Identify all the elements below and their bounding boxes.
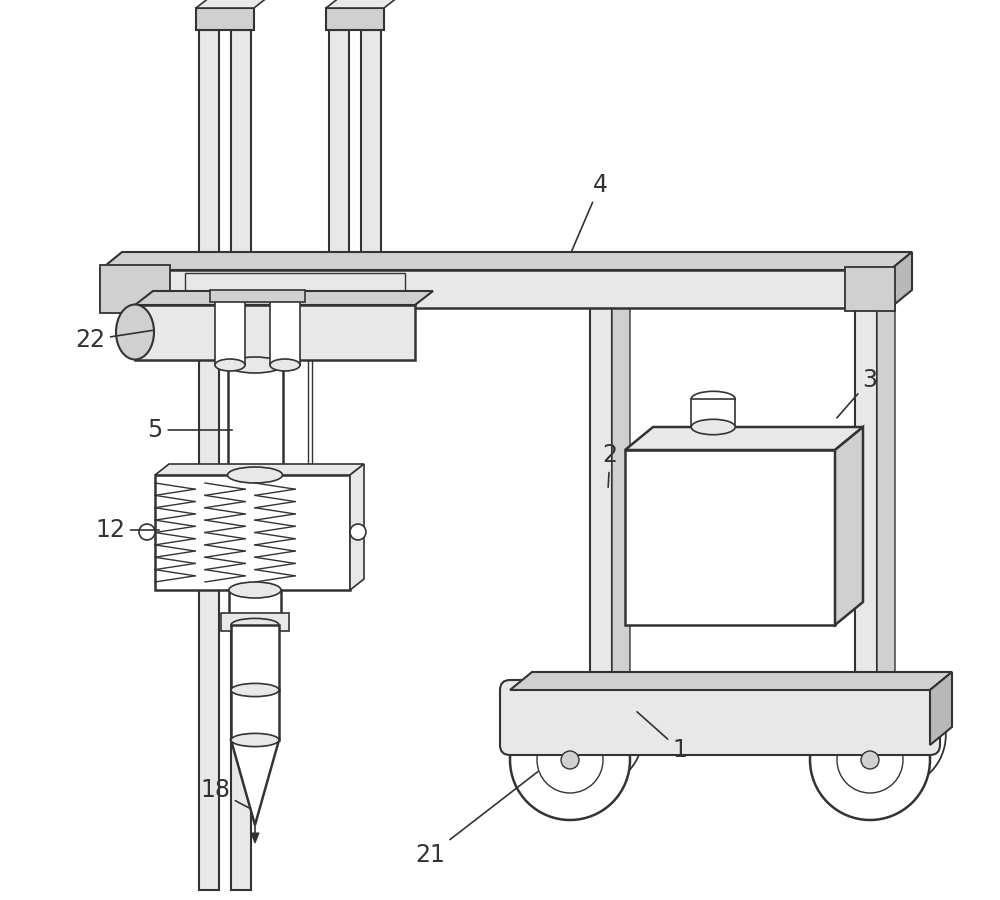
Ellipse shape: [229, 582, 281, 598]
Polygon shape: [326, 0, 398, 8]
Ellipse shape: [231, 618, 279, 632]
Ellipse shape: [215, 359, 245, 371]
Ellipse shape: [270, 359, 300, 371]
Bar: [855, 270, 877, 690]
Polygon shape: [877, 255, 895, 690]
Text: 12: 12: [95, 518, 159, 542]
Circle shape: [510, 700, 630, 820]
Ellipse shape: [691, 392, 735, 407]
Text: 2: 2: [602, 443, 618, 487]
Bar: [231, 30, 251, 890]
Text: 1: 1: [637, 712, 687, 762]
Bar: [210, 290, 305, 302]
Circle shape: [537, 727, 603, 793]
Polygon shape: [510, 672, 952, 690]
FancyBboxPatch shape: [500, 680, 940, 755]
Polygon shape: [251, 833, 259, 843]
Polygon shape: [890, 252, 912, 308]
Bar: [185, 273, 405, 305]
Circle shape: [840, 682, 946, 788]
Polygon shape: [135, 291, 433, 305]
Text: 21: 21: [415, 771, 538, 867]
Bar: [231, 625, 279, 690]
Polygon shape: [100, 252, 912, 270]
Polygon shape: [231, 740, 279, 825]
Text: 5: 5: [147, 418, 232, 442]
Circle shape: [561, 706, 619, 764]
Ellipse shape: [270, 294, 300, 306]
Bar: [231, 690, 279, 740]
Ellipse shape: [228, 467, 283, 483]
Polygon shape: [350, 464, 364, 590]
Ellipse shape: [116, 304, 154, 359]
Circle shape: [864, 706, 922, 764]
Polygon shape: [625, 427, 863, 450]
Polygon shape: [196, 0, 268, 8]
Circle shape: [561, 751, 579, 769]
Bar: [361, 30, 381, 290]
Ellipse shape: [231, 683, 279, 697]
Ellipse shape: [691, 419, 735, 435]
Text: 4: 4: [571, 173, 608, 252]
Circle shape: [861, 751, 879, 769]
Circle shape: [139, 524, 155, 540]
Ellipse shape: [231, 734, 279, 747]
Circle shape: [885, 727, 901, 742]
Text: 22: 22: [75, 328, 152, 352]
Bar: [229, 590, 281, 625]
Polygon shape: [155, 464, 364, 475]
Bar: [270, 300, 300, 365]
Bar: [196, 8, 254, 30]
Bar: [100, 270, 890, 308]
Circle shape: [350, 524, 366, 540]
Ellipse shape: [215, 294, 245, 306]
Bar: [845, 267, 895, 311]
Bar: [221, 613, 289, 631]
Text: 3: 3: [837, 368, 878, 418]
Polygon shape: [930, 672, 952, 745]
Circle shape: [537, 682, 643, 788]
Bar: [135, 305, 415, 360]
Bar: [590, 270, 612, 690]
Bar: [215, 300, 245, 365]
Polygon shape: [835, 427, 863, 625]
Circle shape: [837, 727, 903, 793]
Bar: [691, 399, 735, 427]
Circle shape: [582, 727, 598, 742]
Bar: [155, 475, 350, 590]
Polygon shape: [612, 255, 630, 690]
Bar: [228, 365, 283, 475]
Bar: [199, 30, 219, 890]
Bar: [625, 450, 835, 625]
Circle shape: [810, 700, 930, 820]
Ellipse shape: [228, 357, 283, 373]
Text: 18: 18: [200, 778, 251, 809]
Bar: [100, 265, 170, 313]
Bar: [329, 30, 349, 290]
Bar: [326, 8, 384, 30]
